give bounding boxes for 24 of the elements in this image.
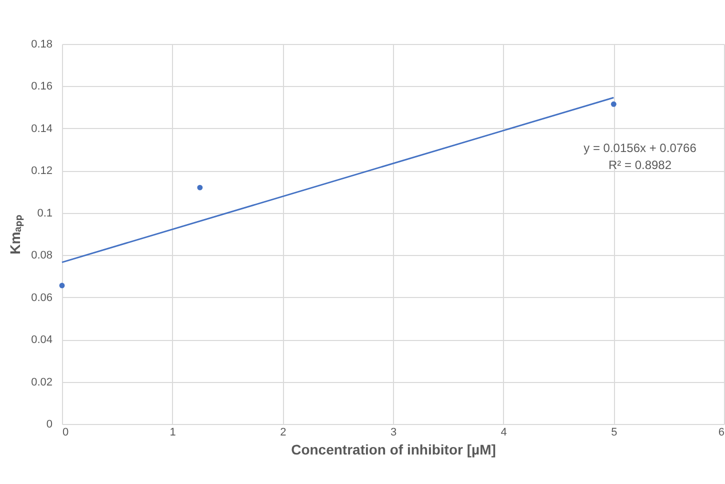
y-tick-label: 0.12 [31,165,52,178]
point [59,282,65,288]
point [610,101,616,107]
x-tick-label: 4 [500,426,507,438]
y-tick-label: 0.14 [31,122,52,135]
y-tick-label: 0.1 [37,207,52,220]
y-tick-label: 0 [46,418,52,430]
y-tick-label: 0.18 [31,38,52,50]
x-tick-label: 3 [390,426,397,438]
annotation: R² = 0.8982 [608,158,672,172]
x-tick-label: 2 [280,426,286,438]
x-tick-label: 0 [62,426,69,438]
point [197,184,203,190]
annotation: y = 0.0156x + 0.0766 [584,141,697,155]
x-tick-label: 6 [718,426,724,438]
y-tick-label: 0.04 [31,334,52,346]
y-axis-title: Kmₐₚₚ [7,214,24,254]
y-tick-label: 0.08 [31,250,52,262]
y-tick-label: 0.02 [31,376,52,388]
x-tick-label: 5 [611,426,618,438]
x-axis-title: Concentration of inhibitor [µM] [291,442,496,458]
y-tick-label: 0.06 [31,292,52,304]
y-tick-label: 0.16 [31,80,52,93]
x-tick-label: 1 [170,426,176,438]
